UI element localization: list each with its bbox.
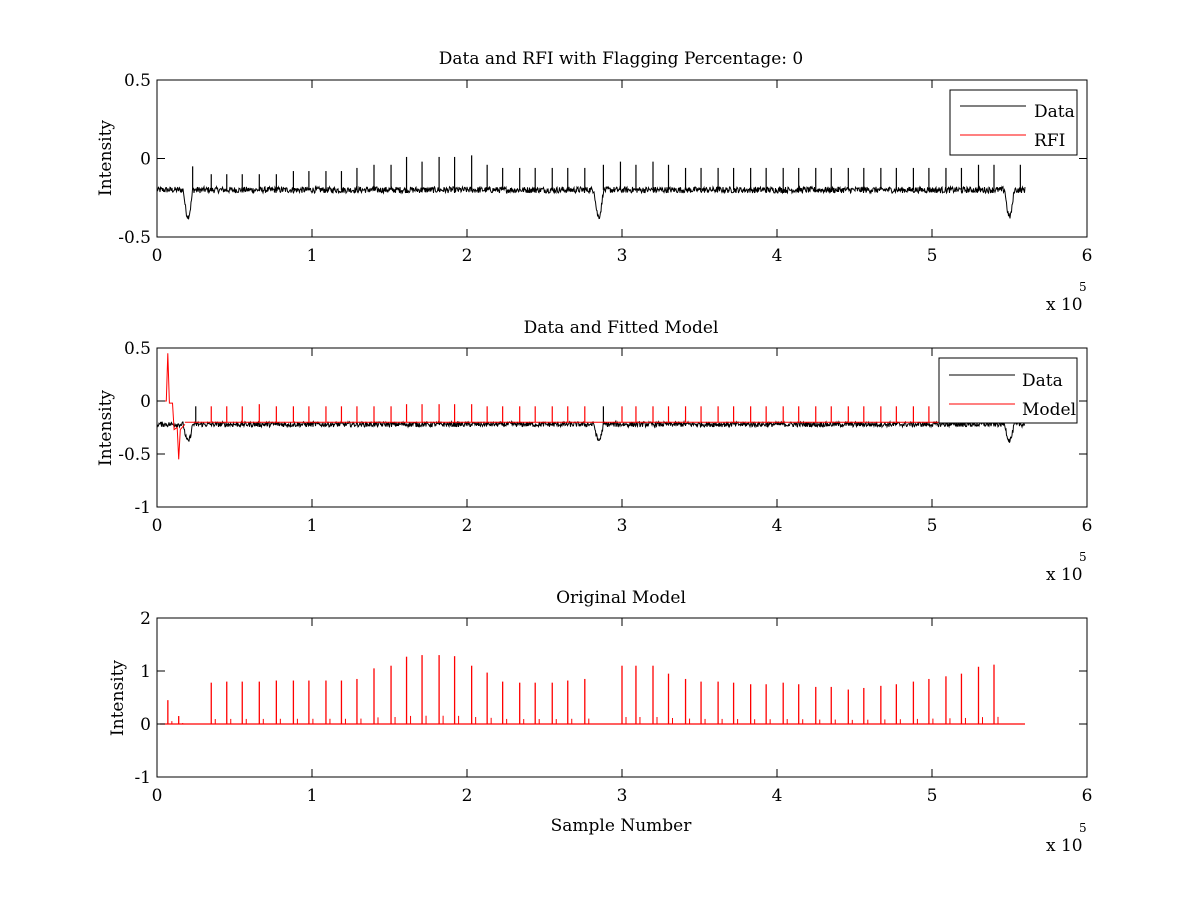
panel-1-legend: Data RFI [949,89,1078,156]
x-tick-label: 5 [927,786,938,806]
series-model [157,353,940,460]
panel-2-legend: Data Model [938,357,1078,424]
panel-2-x-multiplier: x 10 [1046,565,1083,585]
y-tick-label: 0.5 [124,339,151,359]
x-tick-label: 6 [1082,246,1093,266]
x-tick-label: 0 [152,246,163,266]
panel-1-legend-label-data: Data [1034,102,1075,122]
y-tick-label: 0 [140,715,151,735]
x-tick-label: 2 [462,516,473,536]
y-tick-label: 2 [140,609,151,629]
x-tick-label: 1 [307,786,318,806]
panel-1-title: Data and RFI with Flagging Percentage: 0 [439,49,803,69]
series-data [157,155,1026,220]
x-tick-label: 6 [1082,516,1093,536]
panel-1-x-multiplier: x 10 [1046,295,1083,315]
panel-2-x-exponent: 5 [1079,550,1087,564]
y-tick-label: -1 [134,768,151,788]
x-tick-label: 1 [307,516,318,536]
x-tick-label: 5 [927,246,938,266]
y-tick-label: -0.5 [118,445,151,465]
panel-3-ylabel: Intensity [108,660,128,736]
panel-1-ylabel: Intensity [96,120,116,196]
panel-2-legend-box [938,357,1078,424]
y-tick-label: 0 [140,150,151,170]
panel-1-x-exponent: 5 [1079,280,1087,294]
panel-2-legend-label-data: Data [1022,371,1063,391]
panel-2-ylabel: Intensity [96,390,116,466]
panel-1-legend-box [949,89,1078,156]
panel-1-plot-area [157,155,1026,220]
panel-2-title: Data and Fitted Model [524,318,719,338]
trace-line [157,419,1026,443]
y-tick-label: -1 [134,498,151,518]
model-transient [157,353,186,460]
x-tick-label: 4 [772,246,783,266]
panel-3-xlabel: Sample Number [551,816,693,836]
x-tick-label: 6 [1082,786,1093,806]
panel-3-x-exponent: 5 [1079,821,1087,835]
panel-1: Data and RFI with Flagging Percentage: 0… [96,49,1092,315]
panel-2-legend-label-model: Model [1022,400,1076,420]
panel-2-ticks: 0 1 2 3 4 5 6 -1 -0.5 0 0.5 [118,339,1092,536]
series-original-model [160,655,1025,725]
x-tick-label: 0 [152,786,163,806]
panel-3-title: Original Model [556,588,686,608]
x-tick-label: 2 [462,786,473,806]
x-tick-label: 4 [772,516,783,536]
y-tick-label: 1 [140,662,151,682]
panel-3-plot-area [160,655,1025,725]
x-tick-label: 2 [462,246,473,266]
panel-1-ticks: 0 1 2 3 4 5 6-0.500.5 [118,71,1092,266]
x-tick-label: 4 [772,786,783,806]
panel-2: Data and Fitted Model 0 1 2 3 4 5 6-1-0.500.5 … [96,318,1092,585]
y-tick-label: 0.5 [124,71,151,91]
panel-3-x-multiplier: x 10 [1046,836,1083,856]
panel-2-plot-area [157,353,1026,460]
x-tick-label: 3 [617,516,628,536]
x-tick-label: 1 [307,246,318,266]
x-tick-label: 3 [617,246,628,266]
y-tick-label: -0.5 [118,228,151,248]
x-tick-label: 0 [152,516,163,536]
y-tick-label: 0 [140,392,151,412]
panel-1-legend-label-rfi: RFI [1034,131,1065,151]
x-tick-label: 3 [617,786,628,806]
x-tick-label: 5 [927,516,938,536]
